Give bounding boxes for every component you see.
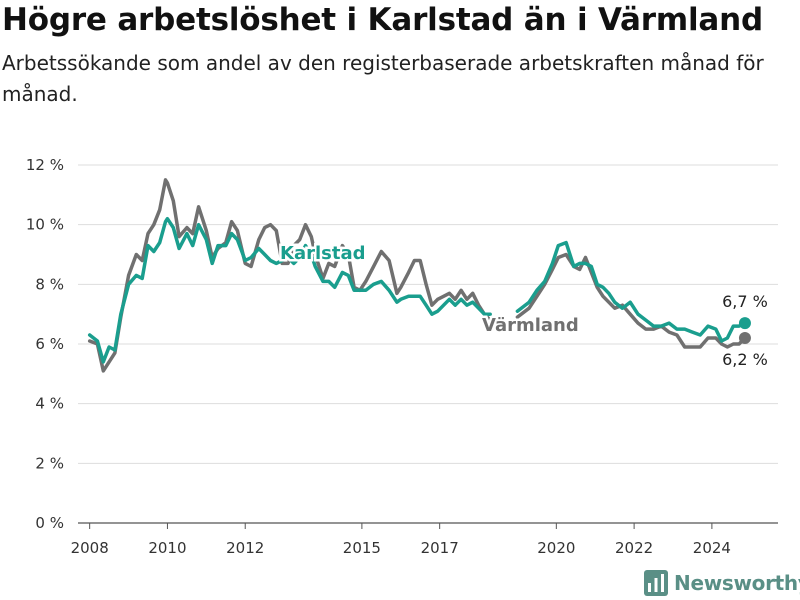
x-tick-label: 2024	[693, 539, 731, 557]
end-value-label-varmland: 6,2 %	[722, 350, 768, 369]
chart-title: Högre arbetslöshet i Karlstad än i Värml…	[2, 2, 763, 38]
x-tick-label: 2022	[615, 539, 653, 557]
x-axis: 2008 2010 2012 2015 2017 2020 2022 2024	[71, 523, 731, 557]
grid-lines	[78, 164, 778, 524]
bar-chart-logo-icon	[644, 570, 668, 596]
y-tick-label: 6 %	[35, 335, 64, 353]
series-labels: Karlstad Värmland 6,7 % 6,2 %	[278, 241, 768, 370]
y-tick-label: 12 %	[26, 156, 64, 174]
end-point-värmland	[738, 332, 751, 345]
newsworthy-logo[interactable]: Newsworthy	[644, 568, 800, 598]
series-lines	[87, 178, 751, 373]
y-tick-label: 2 %	[35, 454, 64, 472]
x-tick-label: 2008	[71, 539, 109, 557]
y-tick-label: 10 %	[26, 216, 64, 234]
series-line-värmland	[87, 178, 747, 373]
x-tick-label: 2020	[537, 539, 575, 557]
series-line-karlstad	[87, 216, 747, 364]
x-tick-label: 2010	[148, 539, 186, 557]
series-label-varmland: Värmland	[482, 315, 579, 336]
chart-subtitle: Arbetssökande som andel av den registerb…	[2, 51, 764, 106]
x-tick-label: 2012	[226, 539, 264, 557]
x-tick-label: 2017	[421, 539, 459, 557]
y-axis-tick-labels: 0 % 2 % 4 % 6 % 8 % 10 % 12 %	[26, 156, 64, 532]
y-tick-label: 4 %	[35, 395, 64, 413]
x-tick-label: 2015	[343, 539, 381, 557]
end-value-label-karlstad: 6,7 %	[722, 292, 768, 311]
end-point-karlstad	[738, 317, 751, 330]
brand-name: Newsworthy	[674, 571, 800, 595]
y-tick-label: 0 %	[35, 514, 64, 532]
series-label-karlstad: Karlstad	[280, 243, 366, 264]
y-tick-label: 8 %	[35, 275, 64, 293]
